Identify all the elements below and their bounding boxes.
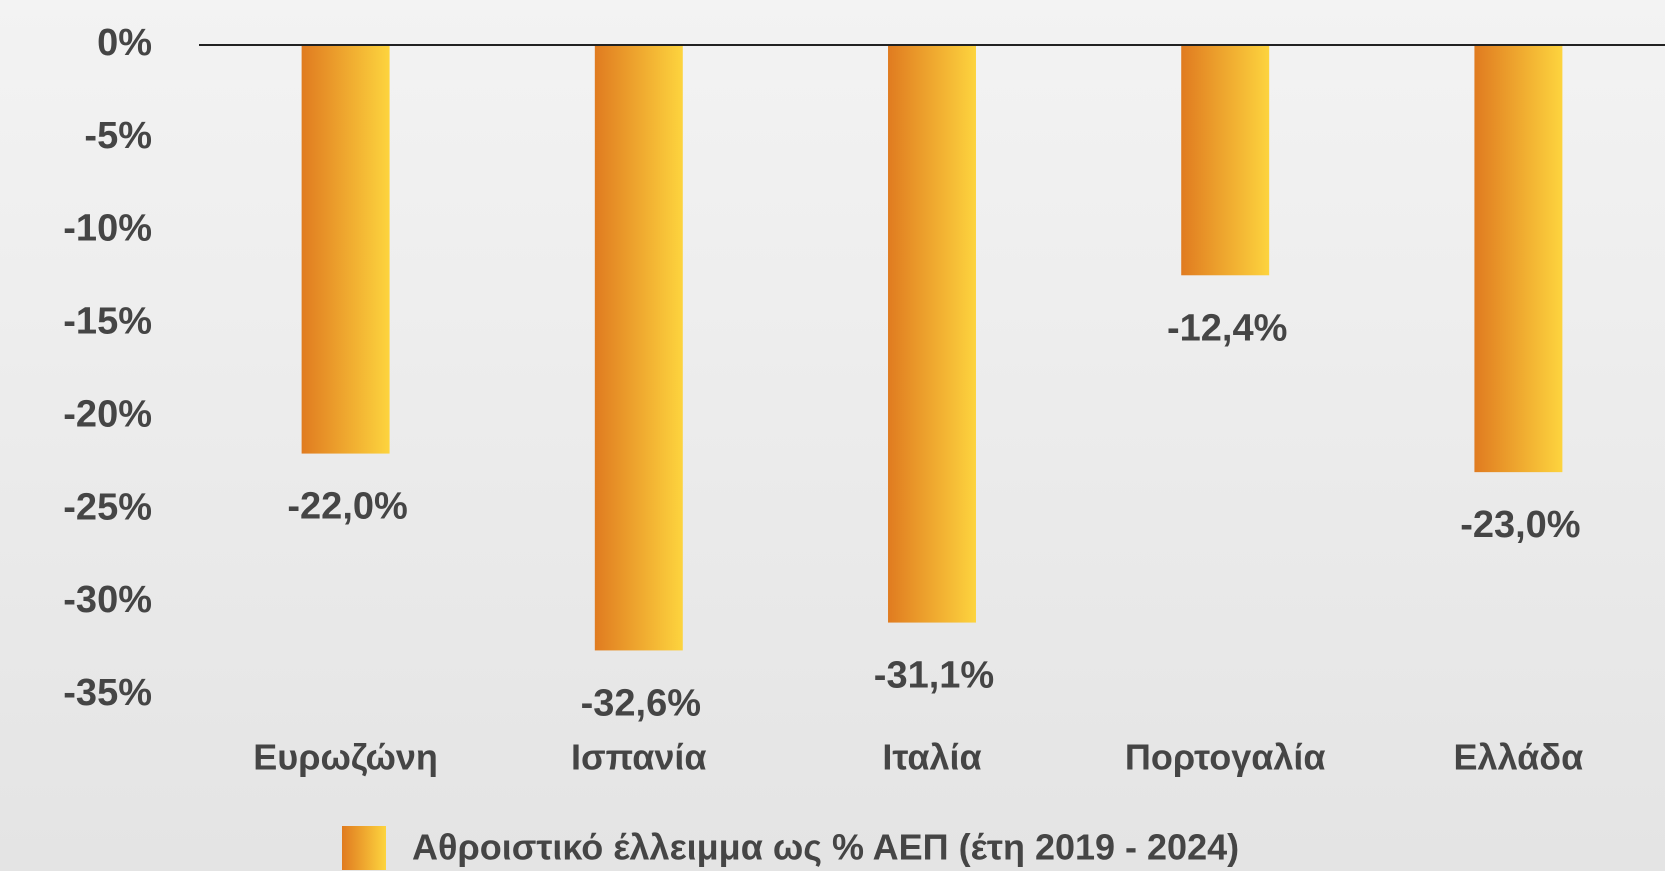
bar — [594, 45, 683, 651]
bar — [1474, 45, 1563, 473]
bar — [1181, 45, 1270, 276]
value-label: -12,4% — [1167, 307, 1287, 349]
y-tick-label: -10% — [63, 208, 152, 250]
y-tick-label: 0% — [97, 22, 152, 64]
value-label: -22,0% — [287, 486, 407, 528]
value-label: -31,1% — [874, 655, 994, 697]
y-tick-label: -25% — [63, 486, 152, 528]
legend-swatch — [342, 826, 386, 870]
x-tick-label: Ευρωζώνη — [253, 737, 438, 778]
y-tick-label: -30% — [63, 579, 152, 621]
y-tick-label: -35% — [63, 672, 152, 714]
y-tick-label: -20% — [63, 393, 152, 435]
x-tick-label: Ισπανία — [571, 737, 706, 778]
bar — [888, 45, 976, 623]
x-tick-label: Ιταλία — [882, 737, 981, 778]
value-label: -32,6% — [581, 682, 701, 724]
y-tick-label: -15% — [63, 301, 152, 343]
x-tick-label: Πορτογαλία — [1125, 737, 1326, 778]
legend-label: Αθροιστικό έλλειμμα ως % ΑΕΠ (έτη 2019 -… — [412, 827, 1239, 868]
value-label: -23,0% — [1460, 504, 1580, 546]
x-tick-label: Ελλάδα — [1454, 737, 1584, 778]
bar — [301, 45, 390, 454]
y-tick-label: -5% — [84, 115, 152, 157]
